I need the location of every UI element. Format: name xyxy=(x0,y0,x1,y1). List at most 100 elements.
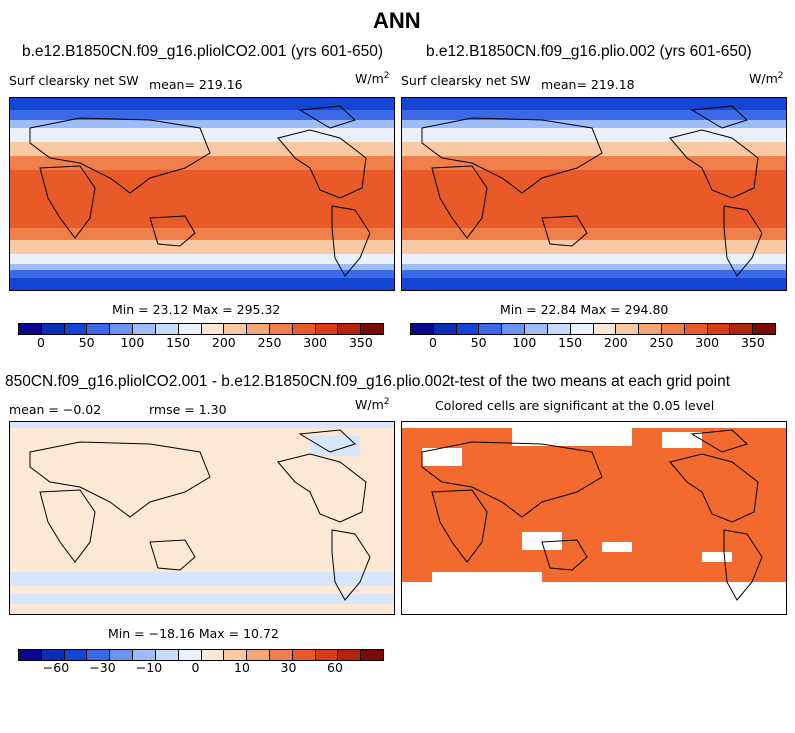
panel-3-field xyxy=(10,422,394,614)
colorbar-swatch xyxy=(292,650,316,660)
colorbar-swatch xyxy=(361,324,383,334)
colorbar-tick-label: 200 xyxy=(603,335,628,350)
colorbar-swatch xyxy=(64,650,88,660)
panel-1-field xyxy=(10,98,394,290)
colorbar-tick-label: 0 xyxy=(37,335,45,350)
colorbar-tick-label: 50 xyxy=(78,335,95,350)
panel-3-mean-label: mean = −0.02 xyxy=(9,402,102,417)
panel-2-minmax: Min = 22.84 Max = 294.80 xyxy=(500,302,669,317)
colorbar-tick-label: 150 xyxy=(558,335,583,350)
colorbar-swatch xyxy=(338,324,362,334)
colorbar-swatch xyxy=(178,650,202,660)
panel-3-title: 850CN.f09_g16.pliolCO2.001 - b.e12.B1850… xyxy=(5,373,451,390)
panel-2-title: b.e12.B1850CN.f09_g16.plio.002 (yrs 601-… xyxy=(426,43,752,60)
colorbar-tick-label: −60 xyxy=(42,660,70,675)
colorbar-tick-label: 350 xyxy=(348,335,373,350)
panel-2-field xyxy=(402,98,786,290)
colorbar-swatch xyxy=(19,650,42,660)
colorbar-tick-label: 50 xyxy=(470,335,487,350)
colorbar-swatch xyxy=(570,324,594,334)
colorbar-tick-label: 150 xyxy=(166,335,191,350)
panel-4-title: t-test of the two means at each grid poi… xyxy=(450,373,731,390)
colorbar-swatch xyxy=(224,324,248,334)
colorbar-swatch xyxy=(64,324,88,334)
colorbar-swatch xyxy=(456,324,480,334)
colorbar-swatch xyxy=(361,650,383,660)
colorbar-tick-label: 200 xyxy=(211,335,236,350)
panel-3-map xyxy=(9,421,395,615)
colorbar-swatch xyxy=(178,324,202,334)
colorbar-swatch xyxy=(593,324,617,334)
colorbar-swatch xyxy=(87,650,111,660)
colorbar-swatch xyxy=(639,324,662,334)
colorbar-swatch xyxy=(661,324,685,334)
panel-1-units: W/m2 xyxy=(355,71,390,87)
colorbar-swatch xyxy=(41,324,65,334)
colorbar-tick-label: 100 xyxy=(512,335,537,350)
colorbar-swatch xyxy=(110,650,134,660)
colorbar-swatch xyxy=(201,324,225,334)
colorbar-tick-label: 350 xyxy=(740,335,765,350)
colorbar-tick-label: 30 xyxy=(280,660,297,675)
colorbar-swatch xyxy=(684,324,708,334)
colorbar-tick-label: 300 xyxy=(303,335,328,350)
colorbar-tick-label: 250 xyxy=(649,335,674,350)
colorbar-swatch xyxy=(155,324,179,334)
colorbar-swatch xyxy=(41,650,65,660)
panel-1-mean-label: mean= 219.16 xyxy=(149,77,243,92)
colorbar-swatch xyxy=(707,324,731,334)
panel-2-units: W/m2 xyxy=(749,71,784,87)
colorbar-tick-label: −30 xyxy=(89,660,116,675)
colorbar-swatch xyxy=(133,324,156,334)
colorbar-swatch xyxy=(155,650,179,660)
panel-4-subtitle: Colored cells are significant at the 0.0… xyxy=(435,398,715,413)
colorbar-swatch xyxy=(247,650,270,660)
colorbar-swatch xyxy=(338,650,362,660)
colorbar-swatch xyxy=(479,324,503,334)
colorbar-swatch xyxy=(292,324,316,334)
colorbar-swatch xyxy=(433,324,457,334)
colorbar-swatch xyxy=(525,324,548,334)
panel-2-colorbar xyxy=(410,323,776,335)
colorbar-swatch xyxy=(269,324,293,334)
colorbar-swatch xyxy=(269,650,293,660)
panel-2-map xyxy=(401,97,787,291)
colorbar-tick-label: 0 xyxy=(429,335,437,350)
colorbar-tick-label: 0 xyxy=(191,660,200,675)
colorbar-tick-label: 10 xyxy=(234,660,250,675)
colorbar-swatch xyxy=(224,650,248,660)
colorbar-swatch xyxy=(315,650,339,660)
panel-1-map xyxy=(9,97,395,291)
colorbar-swatch xyxy=(247,324,270,334)
colorbar-swatch xyxy=(19,324,42,334)
colorbar-swatch xyxy=(730,324,754,334)
colorbar-tick-label: −10 xyxy=(135,660,163,675)
panel-3-minmax: Min = −18.16 Max = 10.72 xyxy=(108,626,279,641)
colorbar-swatch xyxy=(87,324,111,334)
panel-4-map xyxy=(401,421,787,615)
colorbar-swatch xyxy=(315,324,339,334)
colorbar-swatch xyxy=(133,650,156,660)
colorbar-swatch xyxy=(616,324,640,334)
panel-2-variable-label: Surf clearsky net SW xyxy=(401,73,531,88)
panel-1-title: b.e12.B1850CN.f09_g16.pliolCO2.001 (yrs … xyxy=(22,43,384,60)
panel-1-colorbar xyxy=(18,323,384,335)
colorbar-swatch xyxy=(502,324,526,334)
panel-3-colorbar xyxy=(18,649,384,661)
colorbar-swatch xyxy=(110,324,134,334)
panel-2-mean-label: mean= 219.18 xyxy=(541,77,635,92)
colorbar-swatch xyxy=(411,324,434,334)
colorbar-tick-label: 300 xyxy=(695,335,720,350)
colorbar-tick-label: 250 xyxy=(257,335,282,350)
panel-3-rmse-label: rmse = 1.30 xyxy=(149,402,227,417)
colorbar-swatch xyxy=(547,324,571,334)
figure-title: ANN xyxy=(373,8,421,33)
panel-3-units: W/m2 xyxy=(355,397,390,413)
colorbar-tick-label: 100 xyxy=(120,335,145,350)
panel-1-minmax: Min = 23.12 Max = 295.32 xyxy=(112,302,281,317)
colorbar-swatch xyxy=(753,324,775,334)
colorbar-swatch xyxy=(201,650,225,660)
panel-1-variable-label: Surf clearsky net SW xyxy=(9,73,139,88)
colorbar-tick-label: 60 xyxy=(327,660,343,675)
panel-4-field xyxy=(402,422,786,614)
